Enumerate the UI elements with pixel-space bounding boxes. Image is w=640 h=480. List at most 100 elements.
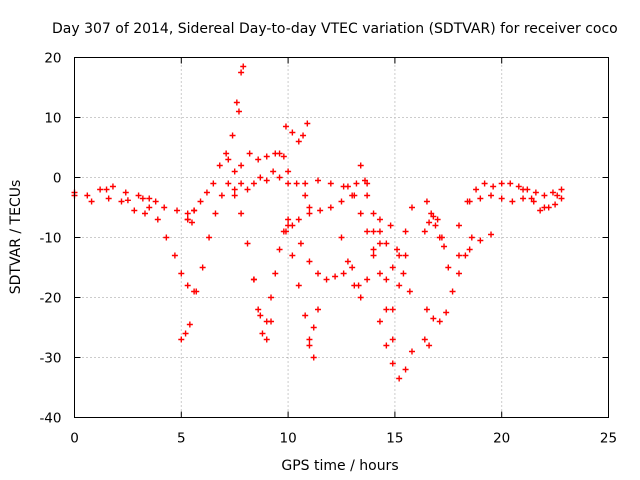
data-point bbox=[421, 336, 428, 343]
data-point bbox=[436, 318, 443, 325]
axis-ticks bbox=[74, 57, 609, 418]
series-arc-13 bbox=[231, 150, 287, 199]
series-arc-18 bbox=[250, 276, 266, 337]
data-point bbox=[498, 180, 505, 187]
y-tick-label: -10 bbox=[39, 231, 61, 247]
data-point bbox=[255, 156, 262, 163]
data-point bbox=[351, 282, 358, 289]
data-point bbox=[353, 180, 360, 187]
data-point bbox=[231, 192, 238, 199]
data-point bbox=[97, 186, 104, 193]
data-point bbox=[259, 330, 266, 337]
data-point bbox=[84, 192, 91, 199]
data-point bbox=[552, 201, 559, 208]
data-point bbox=[558, 186, 565, 193]
data-point bbox=[306, 342, 313, 349]
data-points bbox=[71, 63, 565, 382]
x-tick-label: 0 bbox=[70, 431, 79, 447]
data-point bbox=[233, 99, 240, 106]
data-point bbox=[302, 192, 309, 199]
data-point bbox=[349, 264, 356, 271]
data-point bbox=[152, 198, 159, 205]
data-point bbox=[244, 240, 251, 247]
data-point bbox=[276, 174, 283, 181]
data-point bbox=[297, 240, 304, 247]
data-point bbox=[212, 210, 219, 217]
data-point bbox=[441, 243, 448, 250]
y-axis-label: SDTVAR / TECUs bbox=[8, 180, 24, 295]
data-point bbox=[509, 198, 516, 205]
series-arc-07 bbox=[178, 321, 193, 343]
data-point bbox=[389, 306, 396, 313]
x-tick-label: 15 bbox=[386, 431, 403, 447]
y-tick-label: -40 bbox=[39, 411, 61, 427]
data-point bbox=[263, 336, 270, 343]
series-arc-04 bbox=[146, 204, 198, 295]
data-point bbox=[315, 306, 322, 313]
data-point bbox=[315, 270, 322, 277]
data-point bbox=[340, 270, 347, 277]
series-arc-34 bbox=[455, 180, 565, 229]
data-point bbox=[229, 132, 236, 139]
data-point bbox=[250, 180, 257, 187]
x-tick-labels: 0 5 10 15 20 25 bbox=[70, 431, 617, 447]
data-point bbox=[268, 294, 275, 301]
data-point bbox=[455, 222, 462, 229]
series-arc-19 bbox=[285, 192, 356, 229]
data-point bbox=[295, 216, 302, 223]
data-point bbox=[520, 186, 527, 193]
data-point bbox=[455, 252, 462, 259]
data-point bbox=[370, 246, 377, 253]
data-point bbox=[396, 375, 403, 382]
data-point bbox=[184, 282, 191, 289]
data-point bbox=[276, 246, 283, 253]
data-point bbox=[306, 210, 313, 217]
data-point bbox=[285, 168, 292, 175]
data-point bbox=[400, 270, 407, 277]
data-point bbox=[421, 228, 428, 235]
data-point bbox=[408, 204, 415, 211]
series-arc-12 bbox=[225, 156, 292, 193]
data-point bbox=[376, 318, 383, 325]
data-point bbox=[351, 192, 358, 199]
data-point bbox=[554, 192, 561, 199]
data-point bbox=[270, 168, 277, 175]
data-point bbox=[174, 207, 181, 214]
data-point bbox=[432, 222, 439, 229]
data-point bbox=[426, 342, 433, 349]
series-arc-26 bbox=[376, 204, 415, 271]
data-point bbox=[370, 210, 377, 217]
data-point bbox=[383, 276, 390, 283]
data-point bbox=[481, 180, 488, 187]
data-point bbox=[231, 186, 238, 193]
data-point bbox=[537, 207, 544, 214]
data-point bbox=[238, 162, 245, 169]
y-tick-label: 0 bbox=[53, 171, 62, 187]
data-point bbox=[327, 180, 334, 187]
data-point bbox=[383, 342, 390, 349]
y-tick-label: 10 bbox=[44, 111, 61, 127]
data-point bbox=[473, 186, 480, 193]
data-point bbox=[280, 153, 287, 160]
data-point bbox=[186, 321, 193, 328]
data-point bbox=[289, 222, 296, 229]
data-point bbox=[131, 207, 138, 214]
series-arc-21 bbox=[302, 177, 368, 190]
data-point bbox=[383, 240, 390, 247]
data-point bbox=[520, 195, 527, 202]
data-point bbox=[282, 228, 289, 235]
data-point bbox=[109, 183, 116, 190]
data-point bbox=[188, 219, 195, 226]
y-tick-labels: -40 -30 -20 -10 0 10 20 bbox=[39, 51, 61, 427]
data-point bbox=[88, 198, 95, 205]
data-point bbox=[193, 288, 200, 295]
data-point bbox=[477, 237, 484, 244]
data-point bbox=[304, 120, 311, 127]
data-point bbox=[466, 246, 473, 253]
data-point bbox=[255, 306, 262, 313]
data-point bbox=[558, 195, 565, 202]
data-point bbox=[146, 195, 153, 202]
data-point bbox=[161, 204, 168, 211]
data-point bbox=[103, 186, 110, 193]
